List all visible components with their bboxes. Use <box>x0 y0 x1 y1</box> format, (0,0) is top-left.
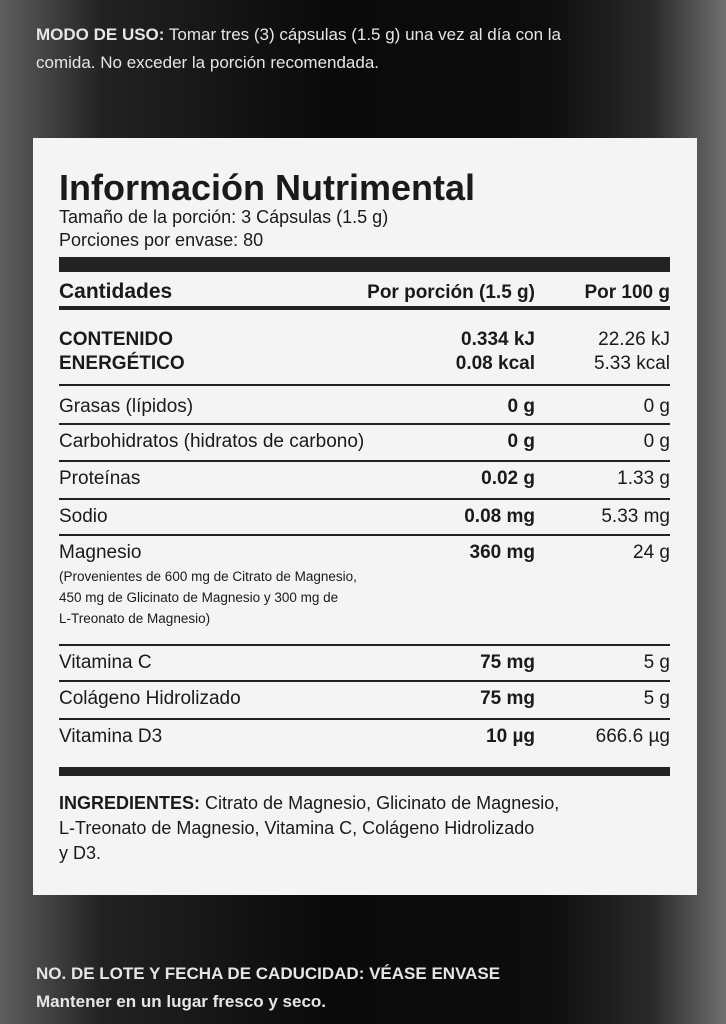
ingredients: INGREDIENTES: Citrato de Magnesio, Glici… <box>59 791 559 866</box>
rule <box>59 498 670 500</box>
ingredients-text: Citrato de Magnesio, Glicinato de Magnes… <box>205 793 560 813</box>
rule <box>59 718 670 720</box>
panel-title: Información Nutrimental <box>59 167 476 208</box>
row-per-portion: 360 mg <box>469 542 535 563</box>
row-name: Magnesio <box>59 542 142 563</box>
energy-portion-line: 0.334 kJ <box>461 329 535 350</box>
row-per-100g: 24 g <box>633 542 670 563</box>
row-name: Grasas (lípidos) <box>59 396 194 417</box>
rule <box>59 460 670 462</box>
row-per-100g: 5 g <box>643 688 670 709</box>
row-name: Sodio <box>59 506 108 527</box>
energy-name-line: ENERGÉTICO <box>59 353 185 374</box>
row-per-100g: 5 g <box>643 652 670 673</box>
storage: Mantener en un lugar fresco y seco. <box>36 992 327 1011</box>
row-per-portion: 75 mg <box>480 652 535 673</box>
thick-bar <box>59 767 670 776</box>
rule <box>59 384 670 386</box>
lot-info: NO. DE LOTE Y FECHA DE CADUCIDAD: VÉASE … <box>36 964 501 983</box>
energy-100g: 22.26 kJ 5.33 kcal <box>594 328 670 376</box>
magnesium-note: 450 mg de Glicinato de Magnesio y 300 mg… <box>59 590 339 605</box>
row-per-portion: 10 µg <box>486 726 535 747</box>
usage-label: MODO DE USO: <box>36 25 165 44</box>
row-per-portion: 0 g <box>507 396 535 417</box>
row-name: Colágeno Hidrolizado <box>59 688 241 709</box>
row-per-100g: 0 g <box>643 396 670 417</box>
ingredients-line: L-Treonato de Magnesio, Vitamina C, Colá… <box>59 818 535 838</box>
thick-bar <box>59 257 670 272</box>
energy-100g-line: 5.33 kcal <box>593 353 670 374</box>
energy-portion: 0.334 kJ 0.08 kcal <box>456 328 535 376</box>
row-per-portion: 0.02 g <box>481 468 535 489</box>
rule <box>59 644 670 646</box>
usage: MODO DE USO: Tomar tres (3) cápsulas (1.… <box>36 21 561 77</box>
energy-100g-line: 22.26 kJ <box>598 329 670 350</box>
row-name: Carbohidratos (hidratos de carbono) <box>59 431 365 452</box>
magnesium-note: L-Treonato de Magnesio) <box>59 611 211 626</box>
energy-name: CONTENIDO ENERGÉTICO <box>59 328 185 376</box>
usage-text: Tomar tres (3) cápsulas (1.5 g) una vez … <box>168 25 562 44</box>
ingredients-line: y D3. <box>59 843 102 863</box>
header-cell: Por porción (1.5 g) <box>367 282 535 303</box>
servings: Porciones por envase: 80 <box>59 230 264 250</box>
row-per-100g: 1.33 g <box>617 468 670 489</box>
header-cell: Por 100 g <box>584 282 670 303</box>
usage-line: MODO DE USO: Tomar tres (3) cápsulas (1.… <box>36 21 561 49</box>
ingredients-line: INGREDIENTES: Citrato de Magnesio, Glici… <box>59 791 559 816</box>
ingredients-label: INGREDIENTES: <box>59 793 201 813</box>
row-per-portion: 75 mg <box>480 688 535 709</box>
row-per-100g: 666.6 µg <box>595 726 670 747</box>
row-per-100g: 5.33 mg <box>601 506 670 527</box>
header-cell: Cantidades <box>59 280 173 303</box>
usage-line: comida. No exceder la porción recomendad… <box>36 53 380 72</box>
row-name: Vitamina C <box>59 652 152 673</box>
magnesium-note: (Provenientes de 600 mg de Citrato de Ma… <box>59 569 357 584</box>
row-name: Proteínas <box>59 468 141 489</box>
nutrition-panel: Información Nutrimental Tamaño de la por… <box>33 138 697 895</box>
serving-size: Tamaño de la porción: 3 Cápsulas (1.5 g) <box>59 207 389 227</box>
row-per-portion: 0.08 mg <box>464 506 535 527</box>
row-name: Vitamina D3 <box>59 726 163 747</box>
energy-portion-line: 0.08 kcal <box>455 353 535 374</box>
row-per-portion: 0 g <box>507 431 535 452</box>
rule <box>59 534 670 536</box>
rule <box>59 306 670 310</box>
row-per-100g: 0 g <box>643 431 670 452</box>
energy-name-line: CONTENIDO <box>59 329 173 350</box>
rule <box>59 423 670 425</box>
rule <box>59 680 670 682</box>
